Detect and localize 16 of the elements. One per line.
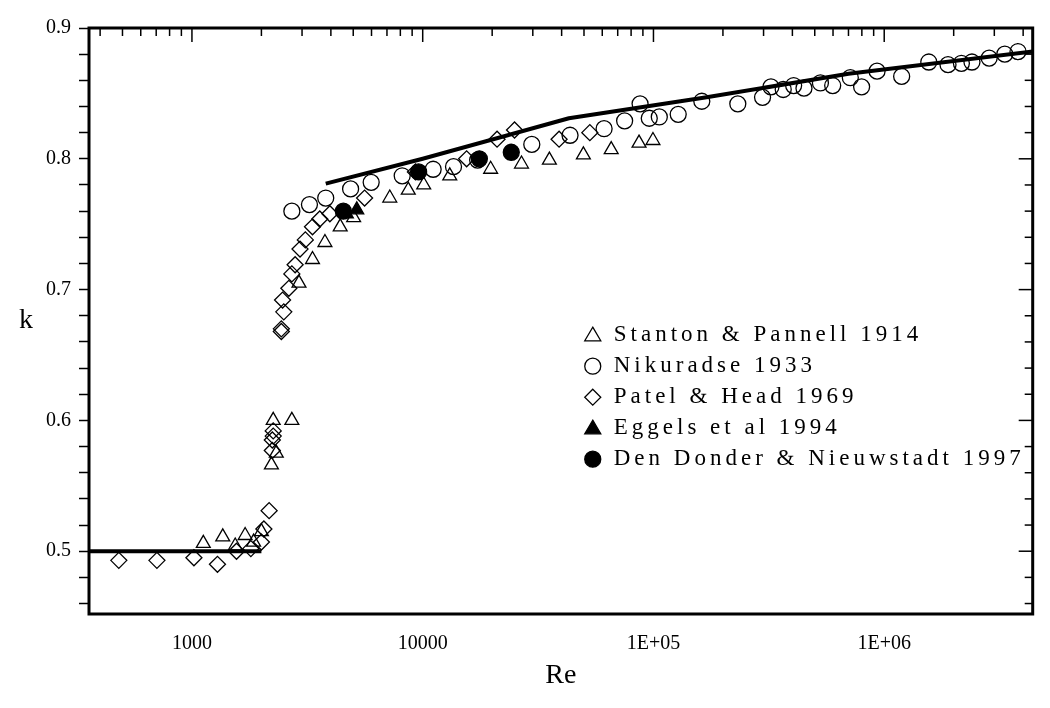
- x-tick-label: 1E+06: [857, 631, 911, 654]
- y-tick-label: 0.7: [46, 276, 71, 299]
- legend-label: Den Donder & Nieuwstadt 1997: [613, 445, 1025, 471]
- y-tick-label: 0.8: [46, 146, 71, 169]
- legend-label: Eggels et al 1994: [613, 414, 841, 440]
- legend-label: Stanton & Pannell 1914: [613, 321, 923, 347]
- y-tick-label: 0.6: [46, 407, 71, 430]
- y-axis-title: k: [19, 303, 33, 335]
- x-axis-title: Re: [545, 658, 577, 690]
- y-tick-label: 0.9: [46, 15, 71, 38]
- x-tick-label: 1000: [171, 631, 212, 654]
- x-tick-label: 1E+05: [626, 631, 681, 654]
- legend-label: Nikuradse 1933: [613, 352, 817, 378]
- y-tick-label: 0.5: [46, 538, 71, 561]
- x-tick-label: 10000: [397, 631, 448, 654]
- legend-label: Patel & Head 1969: [613, 383, 858, 409]
